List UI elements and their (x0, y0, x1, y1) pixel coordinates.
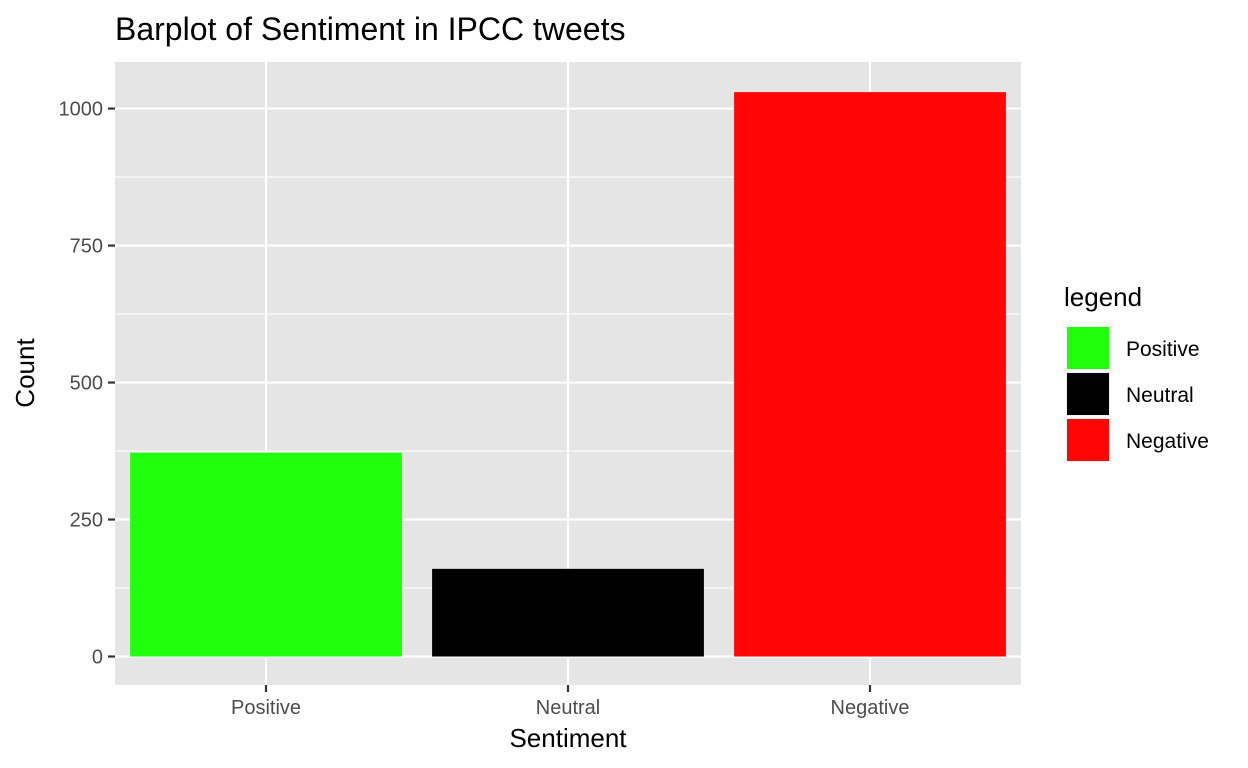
legend-key-positive (1067, 327, 1109, 369)
y-axis: 0 250 500 750 1000 (59, 99, 115, 669)
legend-entries: Positive Neutral Negative (1066, 326, 1209, 462)
y-tick-label-1000: 1000 (59, 99, 104, 121)
x-tick-label-neutral: Neutral (536, 697, 600, 719)
legend-label-neutral: Neutral (1126, 384, 1194, 407)
bar-positive (130, 452, 402, 657)
y-tick-label-750: 750 (70, 236, 103, 258)
bars (130, 92, 1006, 657)
x-axis: Positive Neutral Negative (231, 685, 909, 719)
y-tick-label-0: 0 (92, 647, 103, 669)
x-axis-title: Sentiment (509, 723, 627, 753)
bar-neutral (432, 568, 704, 657)
x-tick-label-positive: Positive (231, 697, 301, 719)
legend-key-neutral (1067, 373, 1109, 415)
legend-key-negative (1067, 419, 1109, 461)
legend-title: legend (1064, 282, 1142, 312)
bar-negative (734, 92, 1006, 657)
legend-label-negative: Negative (1126, 430, 1209, 453)
chart-title: Barplot of Sentiment in IPCC tweets (115, 11, 625, 47)
y-tick-label-250: 250 (70, 510, 103, 532)
y-axis-title: Count (10, 338, 40, 408)
y-tick-label-500: 500 (70, 373, 103, 395)
legend-label-positive: Positive (1126, 338, 1200, 361)
x-tick-label-negative: Negative (831, 697, 910, 719)
legend: legend Positive Neutral Negative (1064, 282, 1209, 462)
